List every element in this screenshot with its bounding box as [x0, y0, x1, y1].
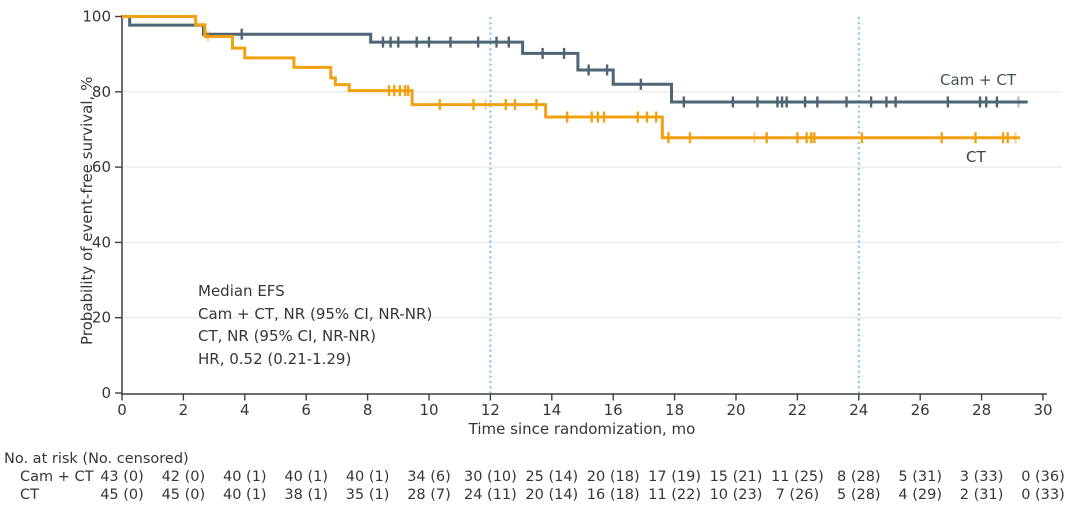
risk-cell: 2 (31) — [959, 487, 1004, 503]
risk-cell: 40 (1) — [284, 469, 328, 485]
gridlines — [122, 91, 1062, 319]
x-axis-title: Time since randomization, mo — [468, 420, 696, 438]
x-tick-label: 30 — [1033, 401, 1052, 419]
risk-cell: 30 (10) — [463, 469, 517, 485]
x-tick-label: 28 — [972, 401, 991, 419]
y-tick-label: 100 — [82, 8, 111, 26]
risk-cell: 43 (0) — [100, 469, 144, 485]
risk-cell: 5 (28) — [836, 487, 881, 503]
risk-cell: 42 (0) — [161, 469, 206, 485]
x-tick-label: 18 — [665, 401, 684, 419]
risk-cell: 7 (26) — [775, 487, 820, 503]
risk-table-header: No. at risk (No. censored) — [4, 451, 189, 467]
x-tick-label: 16 — [604, 401, 623, 419]
risk-cell: 38 (1) — [284, 487, 328, 503]
x-tick-label: 2 — [179, 401, 189, 419]
x-tick-label: 14 — [542, 401, 561, 419]
x-tick-label: 0 — [117, 401, 127, 419]
x-tick-label: 26 — [911, 401, 930, 419]
risk-cell: 5 (31) — [898, 469, 942, 485]
risk-cell: 24 (11) — [463, 487, 517, 503]
x-tick-label: 22 — [788, 401, 807, 419]
series-label-ct: CT — [966, 148, 986, 166]
series-label-cam-ct: Cam + CT — [940, 71, 1017, 89]
y-tick-label: 40 — [92, 233, 111, 251]
risk-cell: 20 (14) — [525, 487, 579, 503]
y-tick-label: 80 — [92, 83, 111, 101]
x-tick-label: 12 — [481, 401, 500, 419]
annotation-line-cam-ct: Cam + CT, NR (95% CI, NR-NR) — [198, 304, 433, 323]
cam-ct-curve — [122, 15, 1028, 104]
annotation-line-ct: CT, NR (95% CI, NR-NR) — [198, 327, 376, 345]
risk-row-label-ct: CT — [20, 487, 39, 503]
risk-cell: 28 (7) — [407, 487, 451, 503]
x-tick-label: 10 — [419, 401, 438, 419]
x-tick-label: 24 — [849, 401, 868, 419]
y-tick-label: 60 — [92, 158, 111, 176]
risk-cell: 0 (36) — [1021, 469, 1065, 485]
risk-cell: 40 (1) — [222, 487, 267, 503]
ct-series — [122, 15, 1020, 144]
risk-cell: 11 (22) — [648, 487, 702, 503]
annotation-line-hr: HR, 0.52 (0.21-1.29) — [198, 349, 352, 368]
x-tick-label: 6 — [301, 401, 311, 419]
risk-cell: 25 (14) — [525, 469, 579, 485]
risk-cell: 10 (23) — [709, 487, 763, 503]
risk-cell: 16 (18) — [586, 487, 640, 503]
risk-cell: 15 (21) — [709, 469, 763, 485]
risk-cell: 34 (6) — [407, 469, 451, 485]
risk-cell: 45 (0) — [100, 487, 144, 503]
risk-cell: 35 (1) — [345, 487, 390, 503]
risk-cell: 8 (28) — [836, 469, 881, 485]
risk-cell: 17 (19) — [648, 469, 702, 485]
risk-cell: 4 (29) — [898, 487, 942, 503]
risk-cell: 45 (0) — [161, 487, 206, 503]
x-tick-label: 8 — [363, 401, 373, 419]
annotation-line-median-efs: Median EFS — [198, 282, 285, 300]
y-axis-title: Probability of event-free survival, % — [78, 76, 96, 345]
cam-ct-series — [122, 15, 1028, 108]
x-tick-label: 4 — [240, 401, 250, 419]
ct-curve — [122, 15, 1020, 140]
risk-cell: 20 (18) — [586, 469, 640, 485]
risk-cell: 40 (1) — [222, 469, 267, 485]
y-tick-label: 20 — [92, 309, 111, 327]
median-efs-annotation: Median EFS Cam + CT, NR (95% CI, NR-NR) … — [198, 280, 432, 370]
risk-cell: 40 (1) — [345, 469, 390, 485]
x-tick-label: 20 — [726, 401, 745, 419]
risk-cell: 0 (33) — [1021, 487, 1065, 503]
reference-lines — [489, 17, 860, 393]
risk-row-label-cam-ct: Cam + CT — [20, 469, 94, 485]
risk-cell: 11 (25) — [770, 469, 824, 485]
y-tick-label: 0 — [101, 384, 111, 402]
risk-cell: 3 (33) — [959, 469, 1004, 485]
